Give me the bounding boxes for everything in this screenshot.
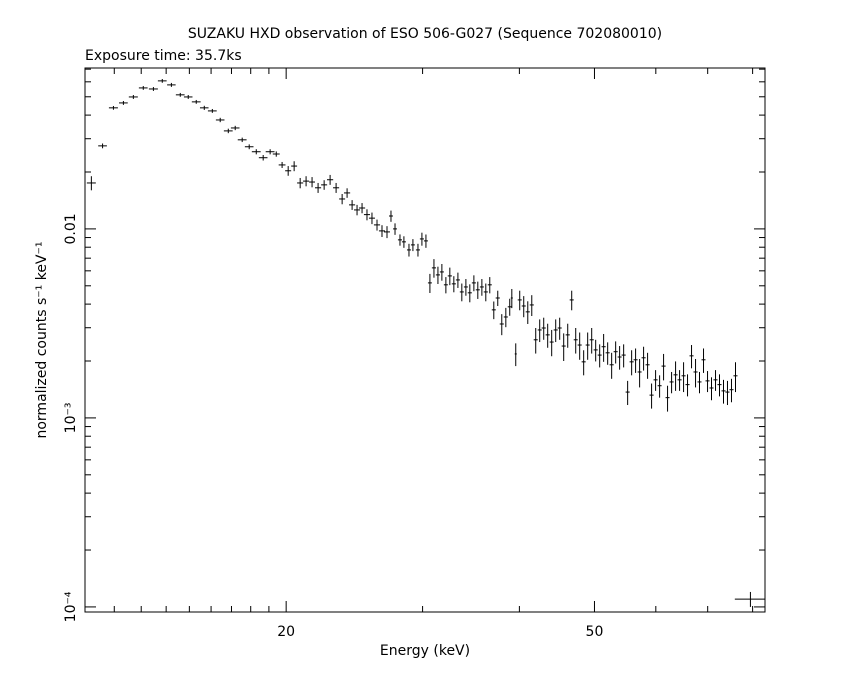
y-tick-label: 10⁻⁴ — [63, 591, 79, 622]
plot-frame — [84, 67, 766, 613]
y-tick-label: 10⁻³ — [63, 402, 79, 433]
x-axis-label: Energy (keV) — [380, 643, 470, 659]
x-tick-label: 50 — [586, 624, 604, 640]
x-tick-label: 20 — [277, 624, 295, 640]
y-axis-label: normalized counts s⁻¹ keV⁻¹ — [34, 241, 50, 438]
chart-title: SUZAKU HXD observation of ESO 506-G027 (… — [188, 26, 662, 42]
y-tick-label: 0.01 — [63, 213, 79, 244]
chart-subtitle: Exposure time: 35.7ks — [85, 48, 242, 64]
